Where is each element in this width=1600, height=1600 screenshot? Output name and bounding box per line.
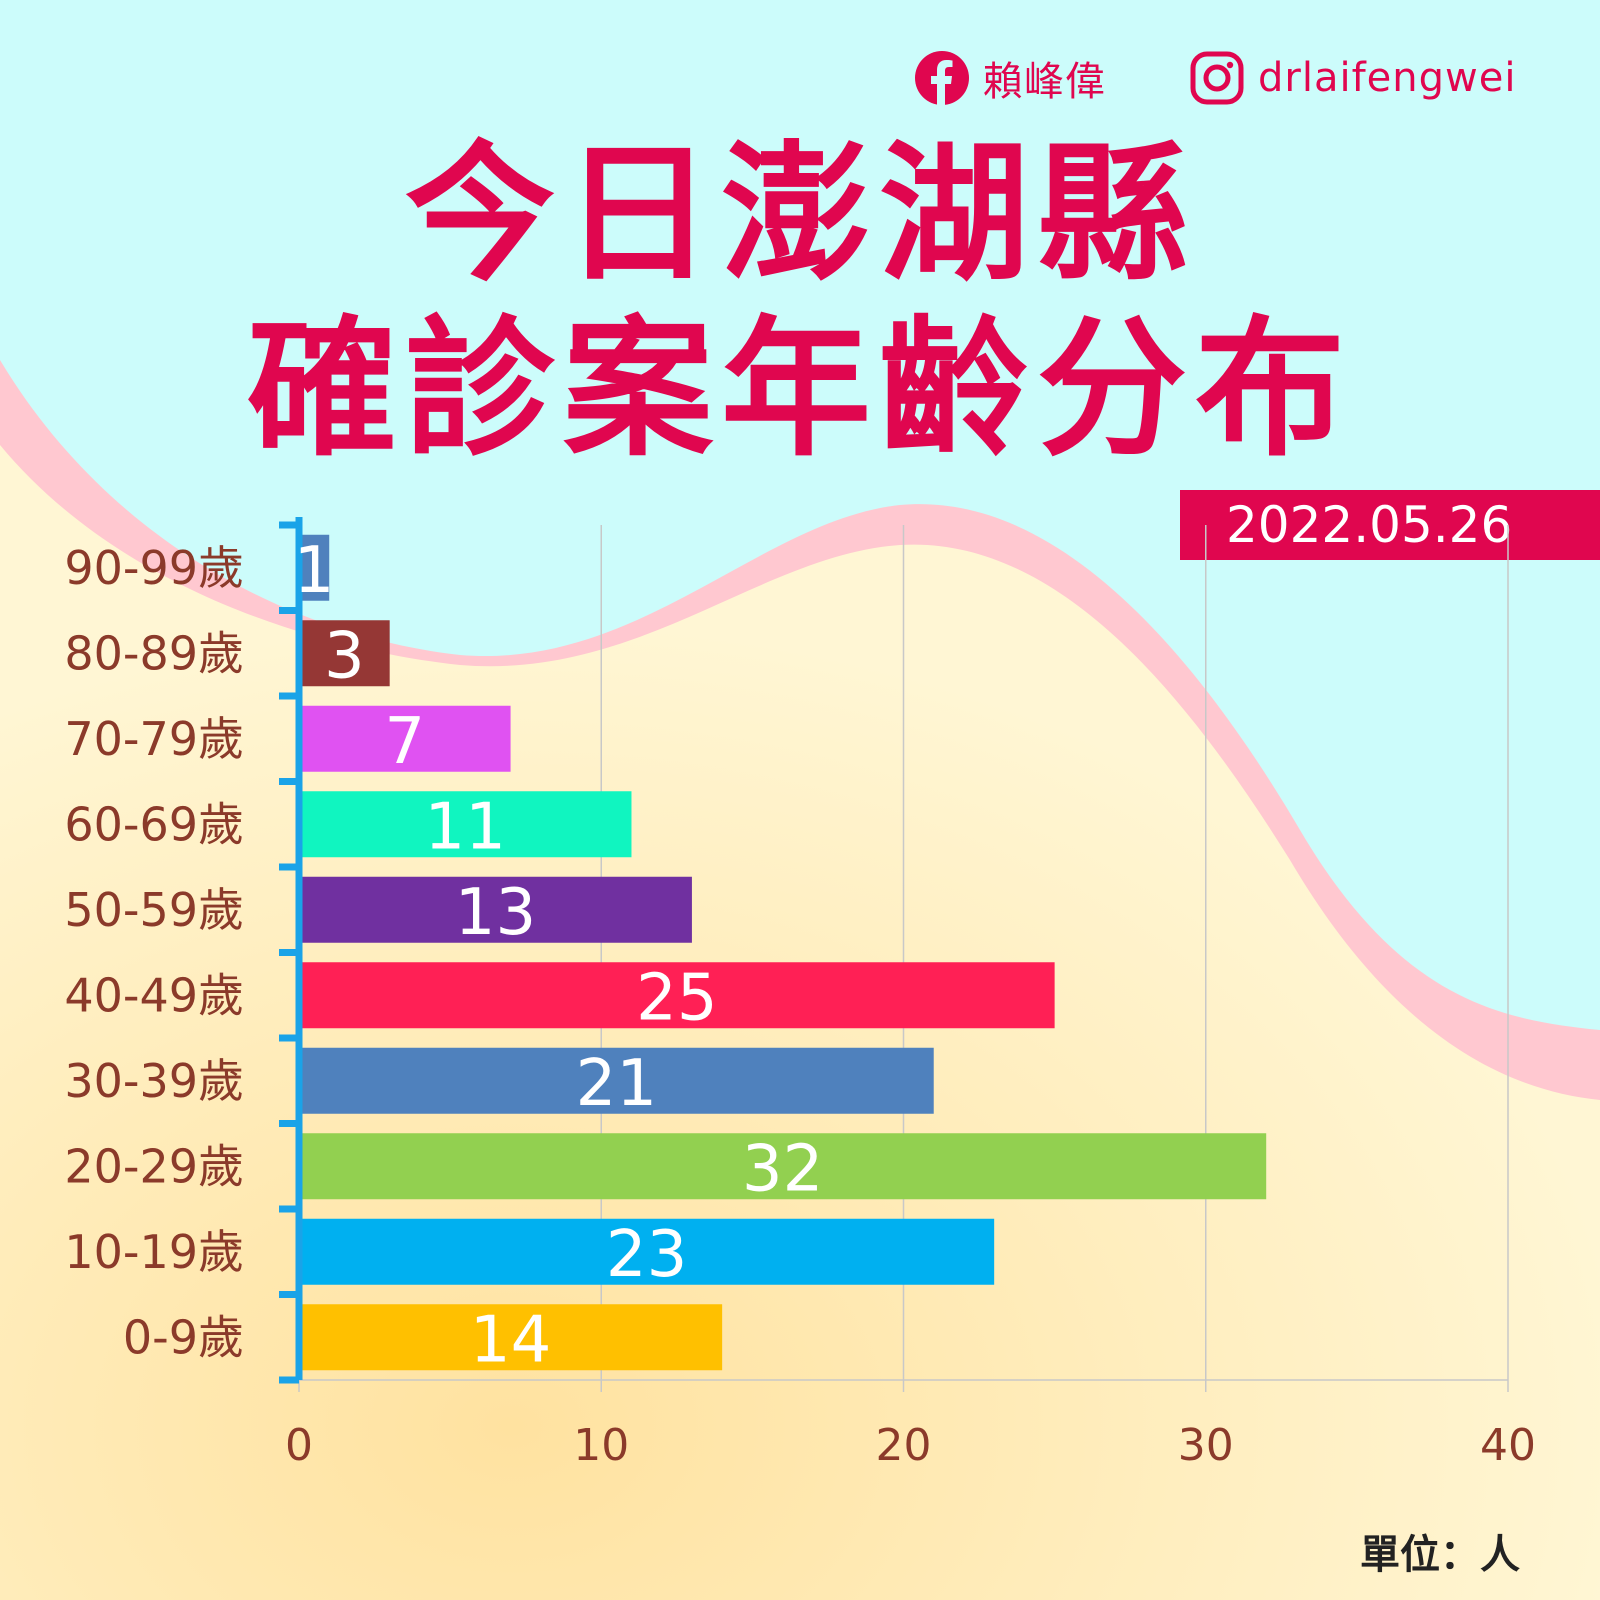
facebook-name: 賴峰偉 bbox=[983, 59, 1106, 105]
bar-80-89歲 bbox=[299, 620, 390, 687]
x-tick-label: 40 bbox=[1480, 1420, 1536, 1471]
data-label: 21 bbox=[576, 1047, 657, 1121]
category-label: 30-39歲 bbox=[64, 1054, 244, 1108]
title-line-2: 確診案年齡分布 bbox=[246, 303, 1353, 477]
title-line-1: 今日澎湖縣 bbox=[404, 128, 1195, 302]
bar-10-19歲 bbox=[299, 1218, 995, 1285]
bar-90-99歲 bbox=[299, 534, 330, 601]
category-label: 10-19歲 bbox=[64, 1225, 244, 1279]
bar-0-9歲 bbox=[299, 1304, 723, 1371]
instagram-icon bbox=[1190, 51, 1244, 105]
facebook-credit: 賴峰偉 bbox=[915, 50, 1106, 106]
data-label: 11 bbox=[425, 790, 506, 864]
x-tick-label: 0 bbox=[285, 1420, 313, 1471]
y-axis bbox=[279, 517, 303, 1384]
x-tick-label: 30 bbox=[1178, 1420, 1234, 1471]
date-badge: 2022.05.26 bbox=[1180, 490, 1600, 560]
facebook-icon bbox=[915, 51, 969, 105]
category-label: 60-69歲 bbox=[64, 797, 244, 851]
data-label: 7 bbox=[384, 705, 425, 779]
bars bbox=[299, 534, 1267, 1371]
bar-30-39歲 bbox=[299, 1047, 934, 1114]
data-label: 1 bbox=[294, 534, 335, 608]
data-label: 23 bbox=[606, 1218, 687, 1292]
instagram-credit: drlaifengwei bbox=[1190, 50, 1516, 106]
data-label: 14 bbox=[470, 1303, 551, 1377]
category-label: 20-29歲 bbox=[64, 1139, 244, 1193]
category-label: 70-79歲 bbox=[64, 712, 244, 766]
bar-60-69歲 bbox=[299, 791, 632, 858]
unit-label: 單位：人 bbox=[1360, 1532, 1520, 1578]
bar-40-49歲 bbox=[299, 962, 1055, 1029]
data-label: 25 bbox=[636, 961, 717, 1035]
x-tick-labels: 0 10 20 30 40 bbox=[285, 1420, 1536, 1471]
x-tick-label: 20 bbox=[876, 1420, 932, 1471]
bar-50-59歲 bbox=[299, 876, 692, 943]
category-label: 90-99歲 bbox=[64, 541, 244, 595]
x-tick-label: 10 bbox=[573, 1420, 629, 1471]
bar-20-29歲 bbox=[299, 1133, 1267, 1200]
data-label: 32 bbox=[742, 1132, 823, 1206]
instagram-handle: drlaifengwei bbox=[1258, 55, 1517, 101]
category-label: 40-49歲 bbox=[64, 968, 244, 1022]
category-labels: 90-99歲 80-89歲 70-79歲 60-69歲 50-59歲 40-49歲 30-3… bbox=[64, 541, 244, 1365]
data-label: 3 bbox=[324, 619, 365, 693]
category-label: 0-9歲 bbox=[123, 1310, 244, 1364]
bar-70-79歲 bbox=[299, 705, 511, 772]
data-label: 13 bbox=[455, 876, 536, 950]
category-label: 50-59歲 bbox=[64, 883, 244, 937]
category-label: 80-89歲 bbox=[64, 626, 244, 680]
